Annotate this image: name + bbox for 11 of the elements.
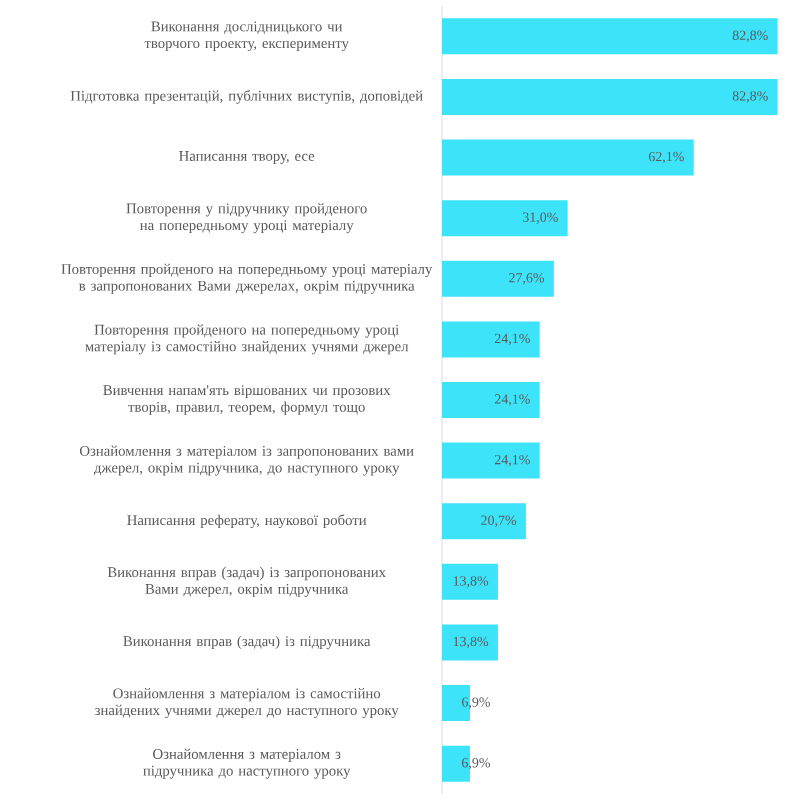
bar [442, 321, 540, 358]
bar [442, 442, 540, 479]
bar [442, 563, 498, 600]
bar [442, 624, 498, 661]
bar [442, 382, 540, 419]
bar [442, 139, 694, 176]
bar [442, 503, 526, 540]
bar [442, 18, 778, 55]
bar [442, 260, 554, 297]
bar [442, 200, 568, 237]
bar [442, 78, 778, 115]
